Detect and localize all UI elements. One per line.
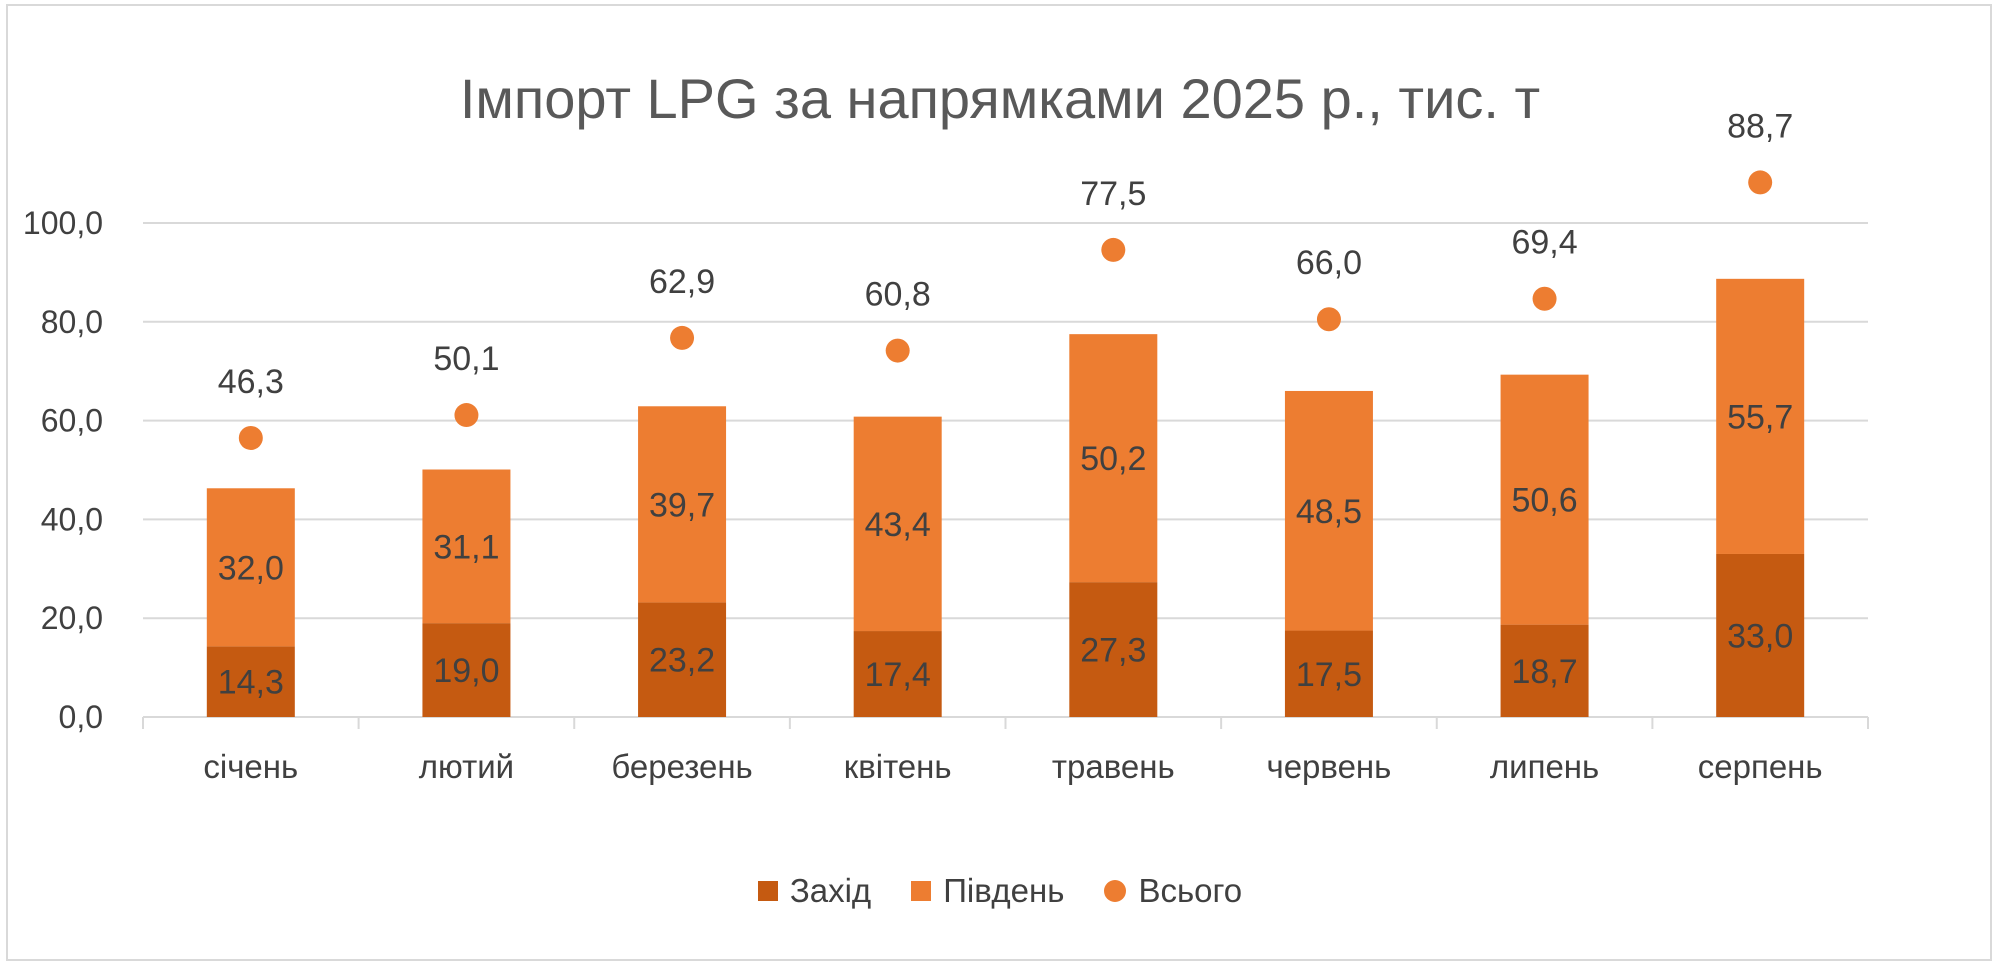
legend-swatch-west	[757, 881, 778, 901]
data-label-west: 18,7	[1511, 653, 1577, 691]
data-label-south: 50,2	[1080, 440, 1146, 478]
data-label-total: 50,1	[433, 340, 499, 378]
data-label-west: 14,3	[218, 664, 284, 702]
total-marker	[1316, 307, 1341, 332]
x-tick-label: червень	[1267, 748, 1392, 785]
total-marker	[238, 425, 263, 450]
data-label-total: 77,5	[1080, 175, 1146, 213]
y-tick-label: 60,0	[41, 403, 103, 439]
data-label-west: 27,3	[1080, 632, 1146, 670]
data-label-south: 50,6	[1511, 482, 1577, 520]
chart-title: Імпорт LPG за напрямками 2025 р., тис. т	[459, 67, 1541, 130]
data-label-west: 33,0	[1727, 617, 1793, 655]
x-tick-label: травень	[1052, 748, 1175, 785]
y-tick-label: 80,0	[41, 304, 103, 340]
bar-south	[1069, 334, 1158, 583]
bar-south	[638, 406, 727, 603]
x-tick-label: серпень	[1698, 748, 1823, 785]
legend-label-south: Південь	[943, 872, 1065, 909]
data-label-south: 31,1	[433, 528, 499, 566]
bar-west	[1069, 582, 1158, 717]
bar-south	[1716, 278, 1805, 554]
bar-south	[1284, 390, 1373, 631]
total-marker	[1748, 170, 1773, 195]
data-label-south: 48,5	[1296, 493, 1362, 531]
x-tick-label: квітень	[844, 748, 952, 785]
data-label-total: 69,4	[1511, 224, 1577, 262]
x-tick-label: січень	[203, 748, 298, 785]
legend-label-total: Всього	[1138, 872, 1243, 909]
total-marker	[1101, 237, 1126, 262]
bar-west	[638, 602, 727, 717]
x-tick-label: лютий	[419, 748, 514, 785]
total-marker	[1532, 286, 1557, 311]
data-label-west: 23,2	[649, 642, 715, 680]
bar-west	[1716, 553, 1805, 717]
bar-west	[206, 646, 295, 717]
legend-item-west: Захід	[757, 872, 872, 910]
data-label-west: 17,4	[865, 656, 931, 694]
legend-item-south: Південь	[911, 872, 1064, 910]
legend-label-west: Захід	[789, 872, 872, 909]
data-label-total: 88,7	[1727, 107, 1793, 145]
bar-south	[206, 488, 295, 647]
total-marker	[885, 338, 910, 363]
total-marker	[670, 325, 695, 350]
chart-frame	[6, 4, 1992, 961]
y-tick-label: 0,0	[59, 699, 103, 735]
x-tick-label: липень	[1490, 748, 1599, 785]
total-marker	[454, 403, 479, 428]
data-label-south: 43,4	[865, 506, 931, 544]
y-tick-label: 20,0	[41, 600, 103, 636]
data-label-south: 55,7	[1727, 398, 1793, 436]
y-tick-label: 40,0	[41, 501, 103, 537]
data-label-west: 17,5	[1296, 656, 1362, 694]
data-label-total: 62,9	[649, 263, 715, 301]
data-label-total: 66,0	[1296, 244, 1362, 282]
data-label-west: 19,0	[433, 652, 499, 690]
bar-west	[1284, 630, 1373, 717]
y-tick-label: 100,0	[23, 205, 103, 241]
legend-swatch-total	[1104, 880, 1127, 902]
data-label-total: 60,8	[865, 276, 931, 314]
data-label-south: 39,7	[649, 486, 715, 524]
bar-west	[853, 631, 942, 717]
bar-west	[1500, 624, 1589, 717]
chart-legend: Захід Південь Всього	[0, 872, 2000, 910]
legend-item-total: Всього	[1104, 872, 1242, 910]
bar-south	[1500, 374, 1589, 625]
bar-south	[853, 416, 942, 632]
bar-west	[422, 623, 511, 717]
legend-swatch-south	[911, 881, 932, 901]
data-label-south: 32,0	[218, 549, 284, 587]
bar-south	[422, 469, 511, 624]
x-tick-label: березень	[611, 748, 752, 785]
data-label-total: 46,3	[218, 363, 284, 401]
